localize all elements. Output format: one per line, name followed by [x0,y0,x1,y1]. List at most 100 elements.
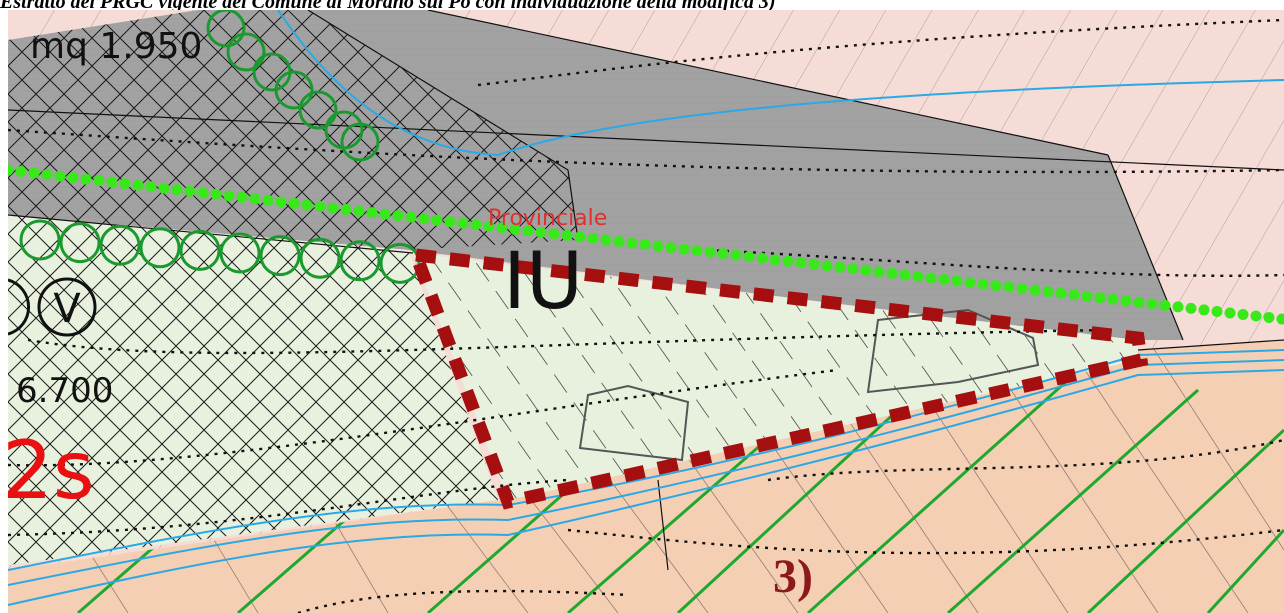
green-dot [54,170,66,182]
green-dot [1211,305,1223,317]
green-circle-symbol [298,90,338,130]
green-circles-row-lower [19,219,421,284]
building-outline-1 [578,384,690,462]
green-dot [1107,293,1119,305]
green-dot [743,251,755,263]
green-circle-symbol [226,32,266,72]
green-dot [1016,283,1028,295]
green-dot [275,196,287,208]
green-dot [366,207,378,219]
green-circle-symbol [299,237,341,279]
green-circle-symbol [59,222,101,264]
green-dot [535,226,547,238]
green-dot [1146,298,1158,310]
green-dot [1081,290,1093,302]
green-dot [808,258,820,270]
green-dot [886,267,898,279]
green-dot [249,193,261,205]
green-dot [691,245,703,257]
label-zone-iu: IU [503,237,583,327]
label-value: 6.700 [16,371,113,411]
green-circle-symbol [274,70,314,110]
green-dot [548,228,560,240]
green-dot [587,232,599,244]
green-dot [483,220,495,232]
green-dot [990,280,1002,292]
green-dot [392,210,404,222]
green-dot [353,205,365,217]
green-dot [782,255,794,267]
green-dot [756,252,768,264]
green-dot [821,260,833,272]
dotted-lines [8,18,1284,613]
green-dot [1133,296,1145,308]
partial-circle-symbol [8,278,31,336]
green-dot [1094,292,1106,304]
green-dot [613,235,625,247]
green-circle-symbol [139,227,181,269]
label-road-name: Provinciale [488,206,607,231]
green-dot [210,188,222,200]
green-dot [431,214,443,226]
green-dot [717,248,729,260]
green-dot [964,277,976,289]
label-circle-symbol: V [53,286,81,332]
green-dot [522,225,534,237]
green-dot [41,169,53,181]
green-dot [574,231,586,243]
green-dot [847,263,859,275]
green-dot [15,166,27,178]
label-zone-code: 2s [8,424,95,517]
green-dot [1185,302,1197,314]
green-dot [93,175,105,187]
green-dot [730,249,742,261]
green-dot [665,242,677,254]
green-dot [327,202,339,214]
green-dot [457,217,469,229]
green-circles-row-upper [206,10,380,162]
green-dot [639,239,651,251]
green-dot [80,173,92,185]
green-dot [119,178,131,190]
green-circle-symbol [219,232,261,274]
green-dot [496,222,508,234]
green-circle-symbol [179,229,221,271]
green-dot [899,269,911,281]
green-circle-symbol [379,242,421,284]
green-dot [795,257,807,269]
green-dot [561,229,573,241]
map-caption: Estratto del PRGC vigente del Comune di … [0,0,776,13]
green-dot [1224,307,1236,319]
green-dot [288,197,300,209]
label-area: mq 1.950 [30,26,202,67]
green-dot [1172,301,1184,313]
green-circle-symbol [206,10,246,48]
green-dot [418,213,430,225]
green-dot [626,237,638,249]
green-dot [470,219,482,231]
green-dot [769,254,781,266]
green-dot [1003,281,1015,293]
green-circle-symbol [99,224,141,266]
green-dot [28,167,40,179]
green-dot [1276,313,1284,325]
building-outline-2 [866,308,1040,394]
modification-boundary [406,247,1149,510]
green-dot [1198,304,1210,316]
green-dot [145,181,157,193]
green-circle-symbol [340,122,380,162]
green-dot [678,243,690,255]
green-dot [1042,286,1054,298]
circle-symbol-ring [37,277,97,337]
map-canvas: mq 1.950 Provinciale IU V 6.700 2s 3) [8,10,1284,613]
green-dot [171,184,183,196]
label-modification: 3) [773,550,813,603]
green-dot [67,172,79,184]
green-dot [704,246,716,258]
green-dot [444,216,456,228]
green-dot [379,208,391,220]
green-dot [106,176,118,188]
green-dot [223,190,235,202]
green-dot [509,223,521,235]
green-dot [1055,287,1067,299]
